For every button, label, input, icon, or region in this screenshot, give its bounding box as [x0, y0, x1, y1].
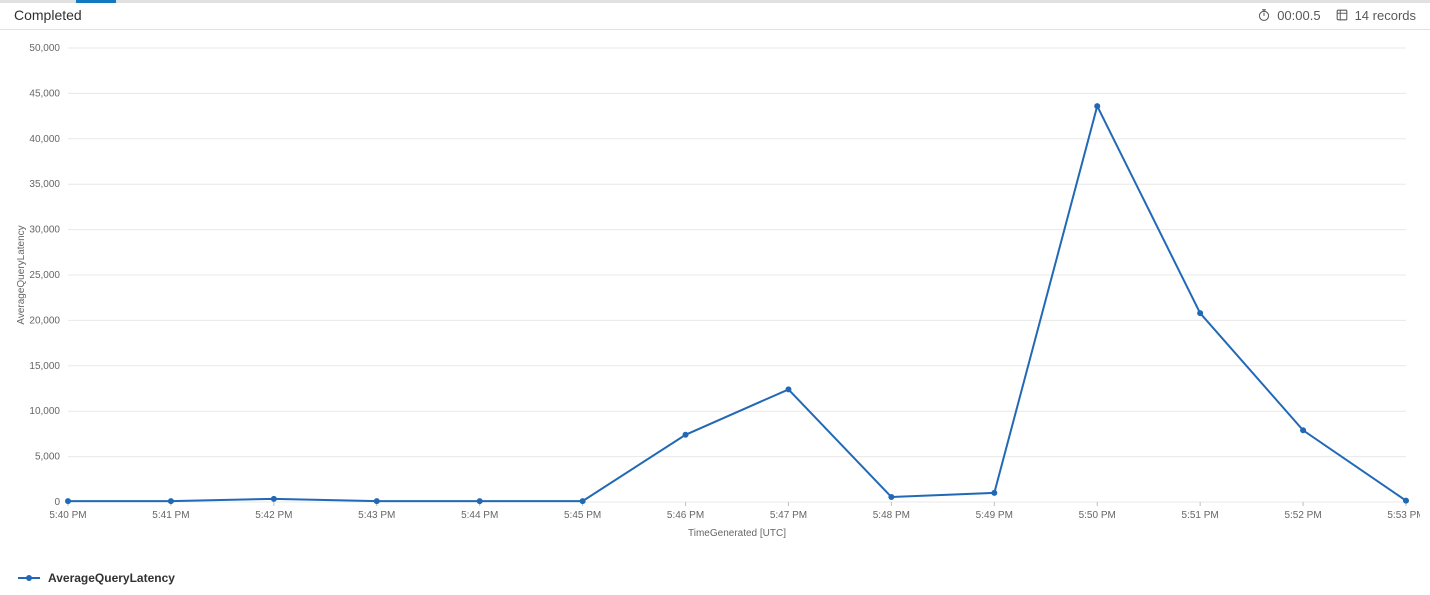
svg-text:5:45 PM: 5:45 PM: [564, 510, 601, 521]
latency-line-chart[interactable]: 0 5,000 10,000 15,000 20,000 25,000 30,000 35,0…: [10, 38, 1420, 558]
svg-text:TimeGenerated [UTC]: TimeGenerated [UTC]: [688, 528, 786, 539]
svg-text:5,000: 5,000: [35, 452, 60, 463]
svg-text:35,000: 35,000: [29, 179, 60, 190]
svg-text:5:46 PM: 5:46 PM: [667, 510, 704, 521]
chart-legend: AverageQueryLatency: [0, 565, 1430, 595]
svg-text:5:51 PM: 5:51 PM: [1182, 510, 1219, 521]
svg-text:5:44 PM: 5:44 PM: [461, 510, 498, 521]
svg-text:50,000: 50,000: [29, 43, 60, 54]
svg-text:45,000: 45,000: [29, 88, 60, 99]
record-count-value: 14 records: [1355, 8, 1416, 23]
results-header: Completed 00:00.5 14 records: [0, 3, 1430, 30]
status-label: Completed: [14, 7, 82, 23]
svg-text:15,000: 15,000: [29, 361, 60, 372]
record-count: 14 records: [1335, 8, 1416, 23]
svg-text:5:41 PM: 5:41 PM: [152, 510, 189, 521]
svg-text:5:40 PM: 5:40 PM: [49, 510, 86, 521]
records-icon: [1335, 8, 1349, 22]
chart-container: 0 5,000 10,000 15,000 20,000 25,000 30,000 35,0…: [0, 30, 1430, 565]
svg-text:5:53 PM: 5:53 PM: [1387, 510, 1420, 521]
svg-text:30,000: 30,000: [29, 225, 60, 236]
legend-swatch[interactable]: [18, 572, 40, 584]
svg-text:5:52 PM: 5:52 PM: [1284, 510, 1321, 521]
svg-text:AverageQueryLatency: AverageQueryLatency: [16, 225, 27, 324]
svg-text:5:48 PM: 5:48 PM: [873, 510, 910, 521]
svg-text:10,000: 10,000: [29, 406, 60, 417]
svg-text:5:50 PM: 5:50 PM: [1079, 510, 1116, 521]
query-duration-value: 00:00.5: [1277, 8, 1320, 23]
svg-text:40,000: 40,000: [29, 134, 60, 145]
svg-text:25,000: 25,000: [29, 270, 60, 281]
svg-text:20,000: 20,000: [29, 315, 60, 326]
svg-text:5:47 PM: 5:47 PM: [770, 510, 807, 521]
stopwatch-icon: [1257, 8, 1271, 22]
svg-text:5:49 PM: 5:49 PM: [976, 510, 1013, 521]
active-tab-indicator: [76, 0, 116, 3]
svg-text:5:43 PM: 5:43 PM: [358, 510, 395, 521]
svg-text:0: 0: [54, 497, 60, 508]
query-duration: 00:00.5: [1257, 8, 1320, 23]
results-metrics: 00:00.5 14 records: [1257, 8, 1416, 23]
legend-series-label[interactable]: AverageQueryLatency: [48, 571, 175, 585]
tab-indicator-rail: [0, 0, 1430, 3]
svg-text:5:42 PM: 5:42 PM: [255, 510, 292, 521]
